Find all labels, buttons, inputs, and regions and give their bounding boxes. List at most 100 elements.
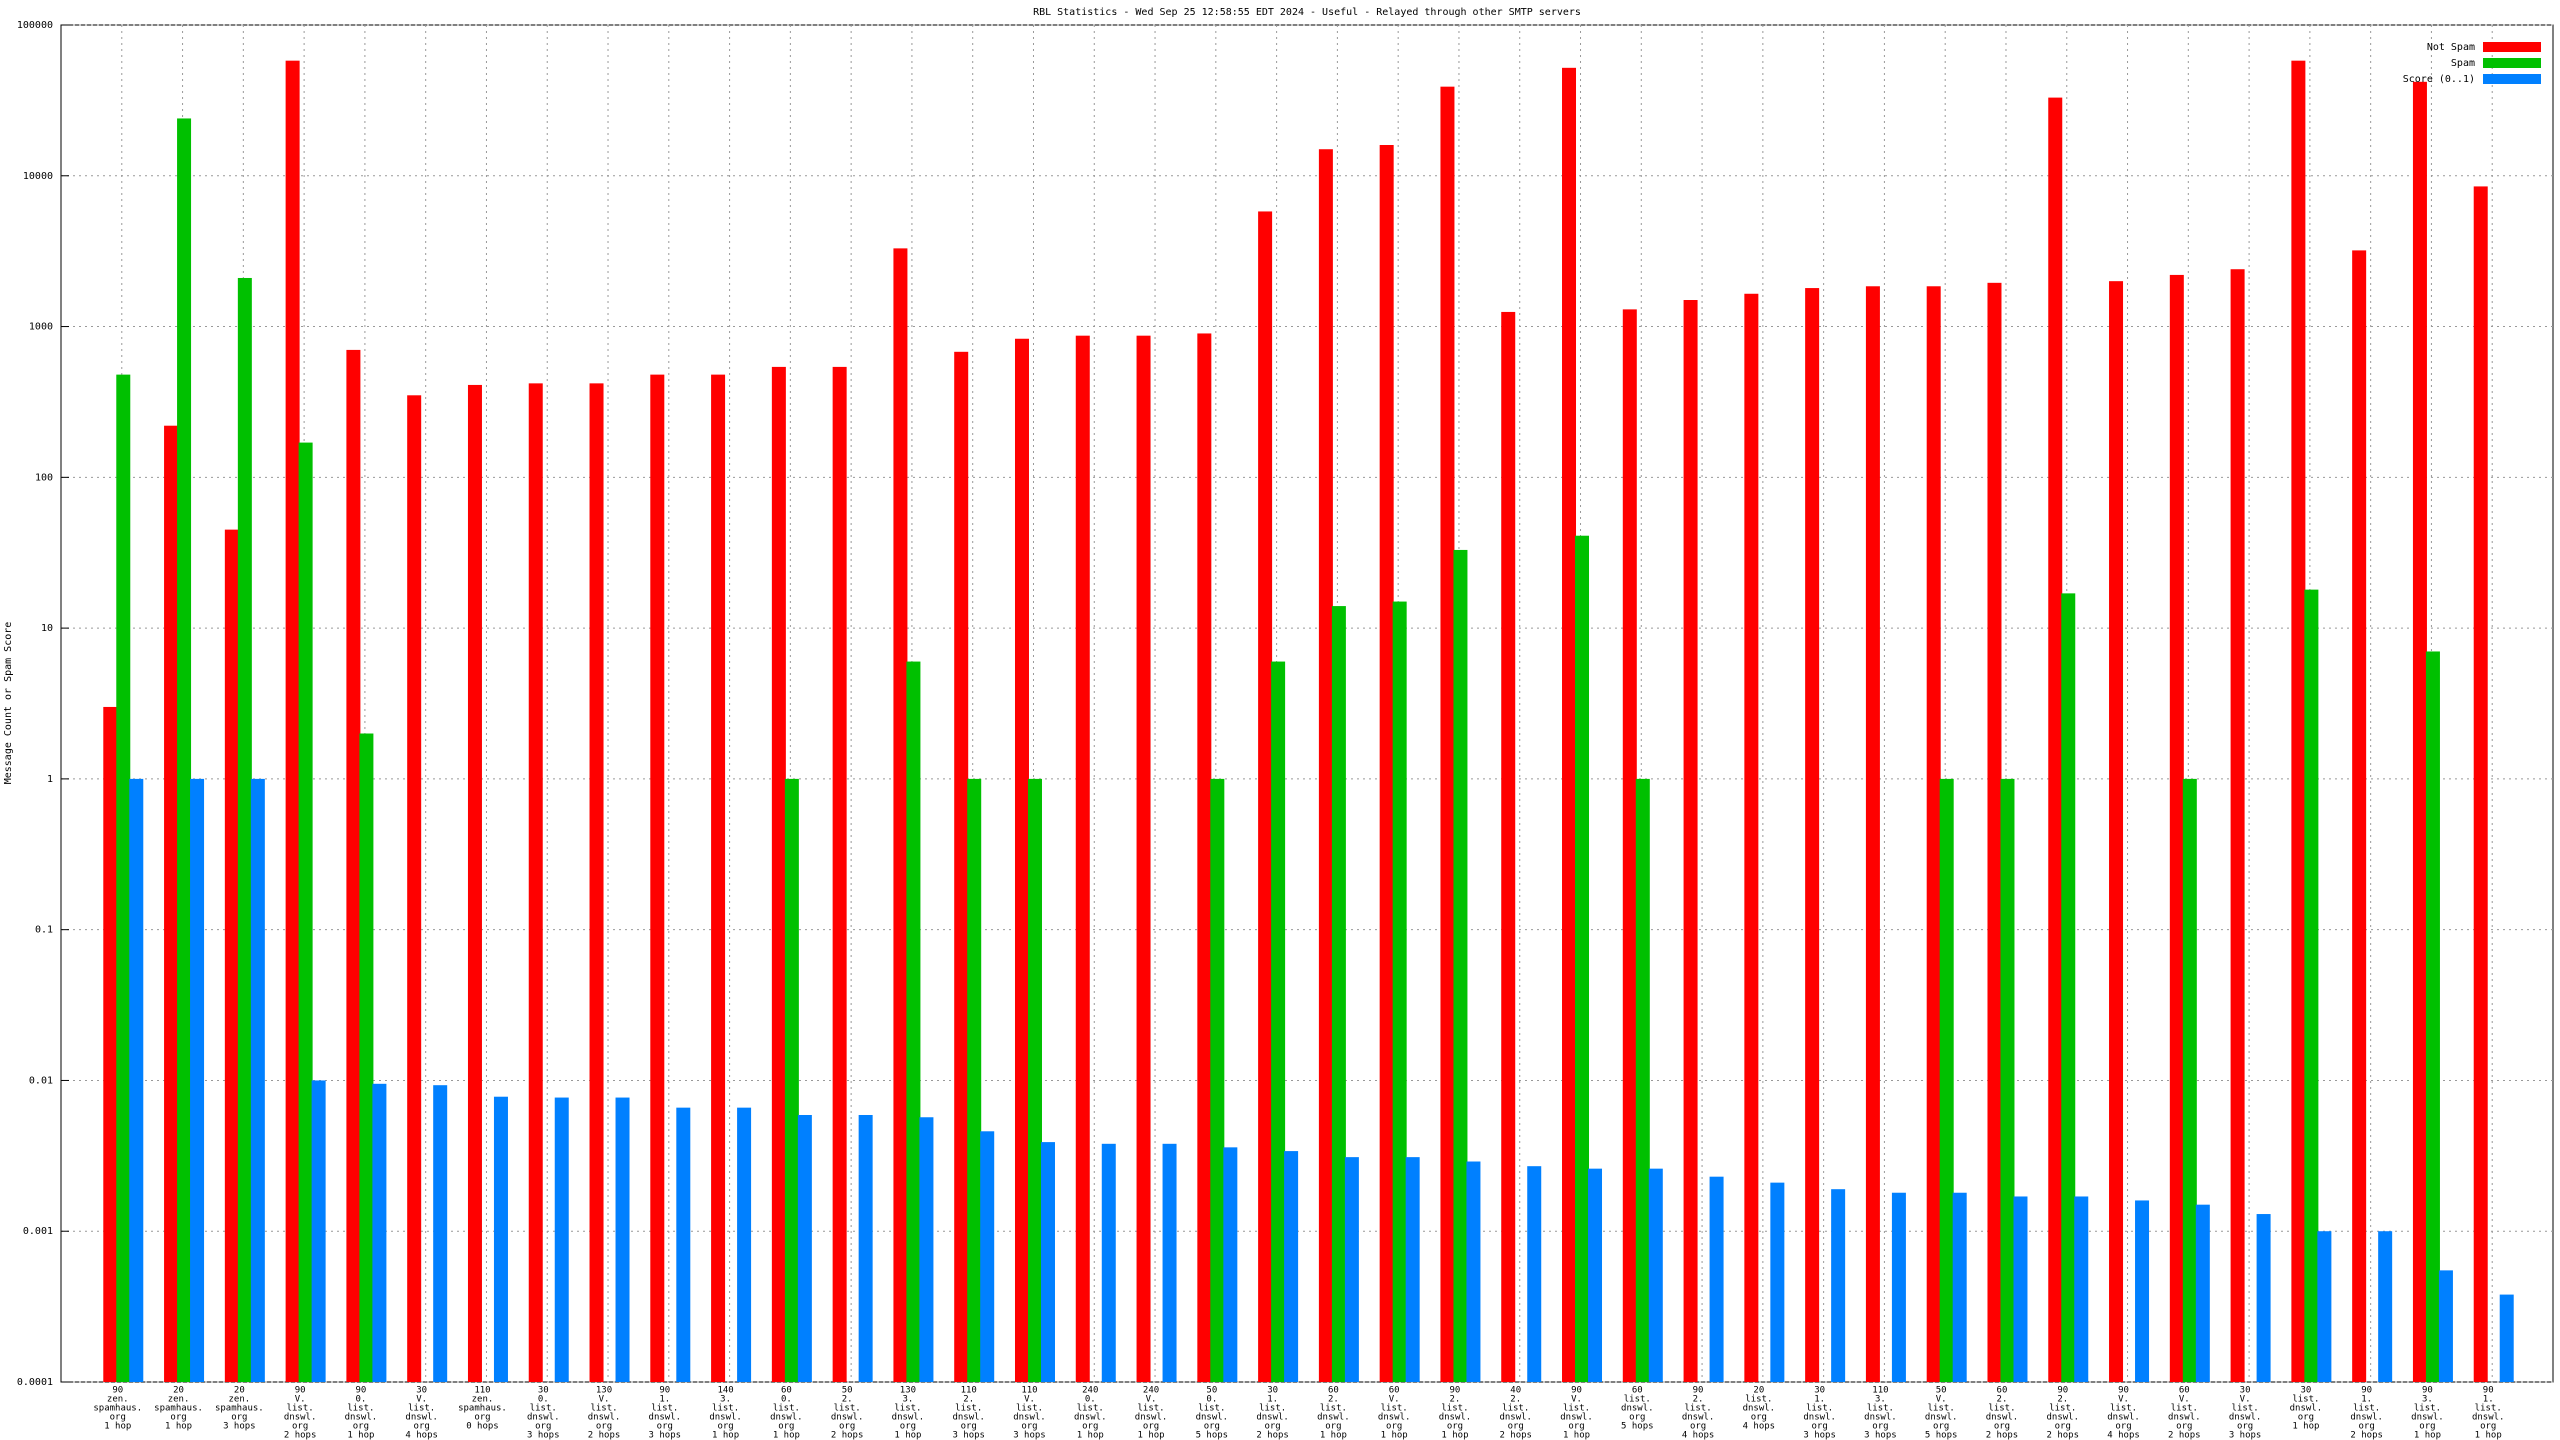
x-tick-label: org <box>1751 1413 1767 1423</box>
x-tick-label: org <box>474 1413 490 1423</box>
x-tick-label: V. <box>295 1395 306 1405</box>
x-tick-label: dnswl. <box>1560 1413 1593 1423</box>
bar <box>1562 67 1577 1382</box>
x-tick-label: 1. <box>659 1395 670 1405</box>
x-tick-label: dnswl. <box>770 1413 803 1423</box>
y-tick-label: 0.0001 <box>17 1377 53 1388</box>
x-tick-label: 30 <box>2240 1386 2251 1396</box>
x-tick-label: org <box>231 1413 247 1423</box>
x-tick-label: 30 <box>1814 1386 1825 1396</box>
bar <box>224 529 239 1382</box>
x-tick-label: 2 hops <box>2046 1431 2079 1440</box>
bar <box>1453 549 1468 1382</box>
x-tick-label: 90 <box>1571 1386 1582 1396</box>
bar <box>1622 309 1637 1382</box>
x-tick-label: 2 hops <box>2350 1431 2383 1440</box>
x-tick-label: org <box>657 1422 673 1432</box>
x-tick-label: 1 hop <box>1138 1431 1165 1440</box>
x-tick-label: 110 <box>1872 1386 1888 1396</box>
bar <box>554 1097 569 1382</box>
bar <box>1831 1189 1846 1382</box>
x-tick-label: list. <box>1928 1404 1955 1414</box>
x-tick-label: list. <box>530 1404 557 1414</box>
y-tick-label: 10000 <box>23 171 53 182</box>
legend-label: Score (0..1) <box>2403 74 2475 85</box>
x-tick-label: 30 <box>2300 1386 2311 1396</box>
bar <box>528 383 543 1382</box>
x-tick-label: 30 <box>1267 1386 1278 1396</box>
x-tick-label: 90 <box>355 1386 366 1396</box>
bar <box>2352 250 2367 1383</box>
bar <box>129 778 144 1382</box>
x-tick-label: 110 <box>961 1386 977 1396</box>
x-tick-label: org <box>1325 1422 1341 1432</box>
bar <box>1210 778 1225 1382</box>
x-tick-label: V. <box>1389 1395 1400 1405</box>
x-tick-label: dnswl. <box>1013 1413 1046 1423</box>
x-tick-label: 2 hops <box>284 1431 317 1440</box>
x-tick-label: 3 hops <box>527 1431 560 1440</box>
x-tick-label: 0. <box>538 1395 549 1405</box>
y-tick-label: 1 <box>47 774 53 785</box>
x-tick-label: org <box>1508 1422 1524 1432</box>
x-tick-label: 240 <box>1082 1386 1098 1396</box>
bar <box>1392 601 1407 1382</box>
bar <box>1258 211 1273 1382</box>
bar <box>2000 778 2015 1382</box>
bar <box>1501 311 1516 1383</box>
x-tick-label: 90 <box>2057 1386 2068 1396</box>
x-tick-label: dnswl. <box>2229 1413 2262 1423</box>
x-tick-label: org <box>717 1422 733 1432</box>
bar <box>711 374 726 1382</box>
bar <box>1952 1192 1967 1382</box>
legend-swatch <box>2483 42 2541 52</box>
x-tick-label: 1 hop <box>1077 1431 1104 1440</box>
bar <box>1926 286 1941 1383</box>
x-tick-label: org <box>1386 1422 1402 1432</box>
x-tick-label: dnswl. <box>1621 1404 1654 1414</box>
bar <box>1744 293 1759 1383</box>
y-tick-label: 100 <box>35 472 53 483</box>
x-tick-label: list. <box>1867 1404 1894 1414</box>
x-tick-label: list. <box>1320 1404 1347 1414</box>
x-tick-label: 130 <box>596 1386 612 1396</box>
x-tick-label: org <box>1264 1422 1280 1432</box>
x-tick-label: zen. <box>168 1395 190 1405</box>
bar <box>1344 1157 1359 1382</box>
x-tick-label: 40 <box>1510 1386 1521 1396</box>
bar <box>858 1114 873 1382</box>
x-tick-label: 2 hops <box>1986 1431 2019 1440</box>
bar <box>2438 1270 2453 1382</box>
x-tick-label: 240 <box>1143 1386 1159 1396</box>
x-tick-label: org <box>110 1413 126 1423</box>
x-tick-label: 2 hops <box>588 1431 621 1440</box>
bar <box>1027 778 1042 1382</box>
x-tick-label: 1 hop <box>347 1431 374 1440</box>
x-tick-label: 4 hops <box>1743 1422 1776 1432</box>
x-tick-label: list. <box>2049 1404 2076 1414</box>
x-tick-label: 140 <box>717 1386 733 1396</box>
bar <box>1588 1168 1603 1382</box>
x-tick-label: list. <box>2171 1404 2198 1414</box>
x-tick-label: 2. <box>1510 1395 1521 1405</box>
x-tick-label: 2. <box>842 1395 853 1405</box>
x-tick-label: V. <box>1146 1395 1157 1405</box>
bar <box>954 351 969 1383</box>
x-tick-label: 50 <box>1936 1386 1947 1396</box>
bar <box>615 1097 630 1382</box>
x-tick-label: 0. <box>355 1395 366 1405</box>
x-tick-label: 2 hops <box>2168 1431 2201 1440</box>
x-tick-label: list. <box>1624 1395 1651 1405</box>
x-tick-label: dnswl. <box>1925 1413 1958 1423</box>
legend-swatch <box>2483 58 2541 68</box>
bar <box>164 425 179 1382</box>
x-tick-label: 130 <box>900 1386 916 1396</box>
x-tick-label: dnswl. <box>2472 1413 2505 1423</box>
bar <box>407 395 422 1383</box>
bar <box>467 384 482 1382</box>
x-tick-label: 90 <box>2118 1386 2129 1396</box>
x-tick-label: zen. <box>107 1395 129 1405</box>
bar <box>1683 300 1698 1383</box>
x-tick-label: dnswl. <box>1317 1413 1350 1423</box>
